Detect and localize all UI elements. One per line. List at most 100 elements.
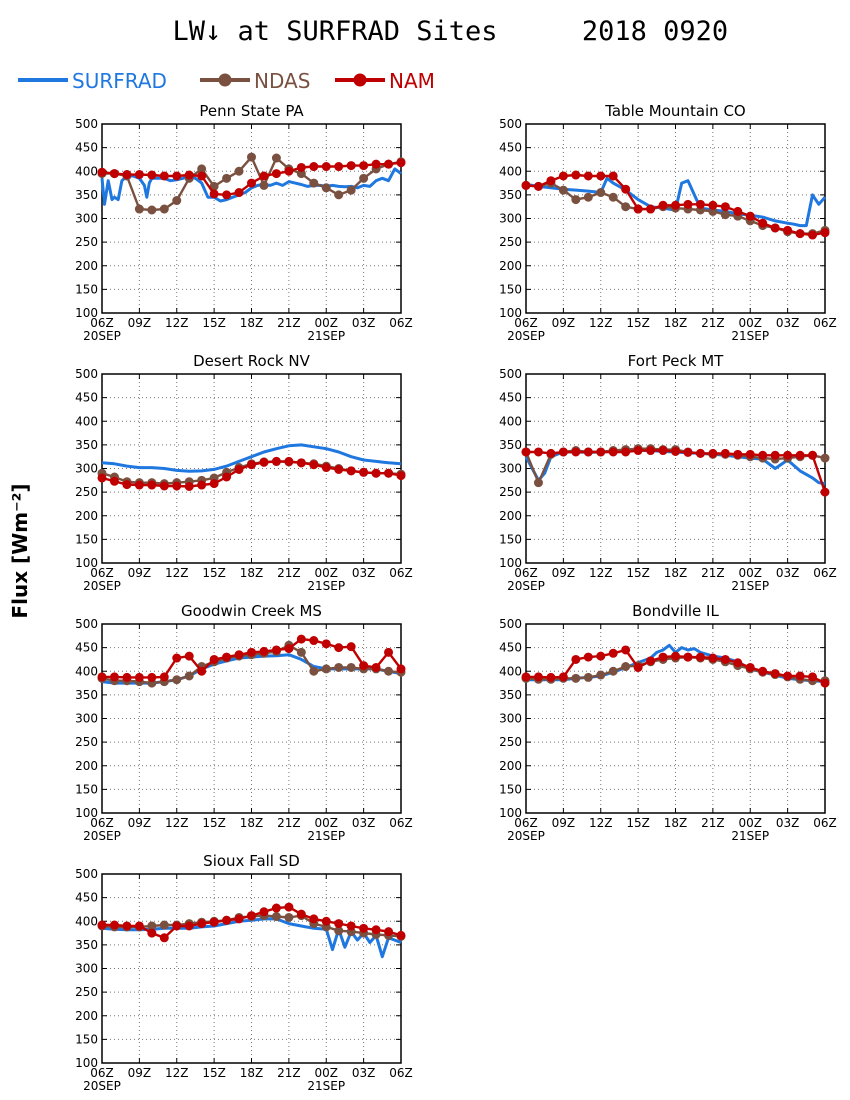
x-tick-label: 15Z [626, 316, 650, 330]
y-tick-label: 250 [75, 985, 98, 999]
x-tick-label: 00Z [739, 566, 763, 580]
x-date-label: 20SEP [507, 329, 545, 343]
x-tick-label: 03Z [352, 566, 376, 580]
y-tick-label: 500 [75, 117, 98, 131]
data-point [596, 188, 606, 198]
data-point [359, 161, 369, 171]
series-nam [521, 170, 830, 240]
x-tick-label: 06Z [389, 316, 413, 330]
data-point [309, 914, 319, 924]
data-point [558, 185, 568, 195]
data-point [271, 153, 281, 163]
y-tick-label: 150 [499, 782, 522, 796]
series-nam [521, 446, 830, 497]
data-point [334, 162, 344, 172]
series-surfrad [101, 917, 402, 959]
data-point [122, 170, 132, 180]
data-point [222, 915, 232, 925]
data-point [97, 672, 107, 682]
data-point [222, 173, 232, 183]
y-tick-label: 100 [75, 1056, 98, 1070]
data-point [172, 481, 182, 491]
data-point [359, 467, 369, 477]
data-point [820, 453, 830, 463]
x-tick-label: 06Z [813, 316, 837, 330]
legend: SURFRAD NDAS NAM [18, 69, 435, 93]
data-point [359, 923, 369, 933]
data-point [346, 466, 356, 476]
legend-item-ndas: NDAS [200, 69, 310, 93]
y-tick-label: 200 [75, 759, 98, 773]
y-tick-label: 450 [499, 391, 522, 405]
data-point [197, 171, 207, 181]
data-point [608, 171, 618, 181]
data-point [571, 195, 581, 205]
data-point [159, 920, 169, 930]
panel-title: Bondville IL [632, 602, 719, 620]
panel-title: Table Mountain CO [604, 102, 746, 120]
data-point [621, 645, 631, 655]
y-tick-label: 400 [499, 164, 522, 178]
y-tick-label: 450 [75, 391, 98, 405]
panel-title: Sioux Fall SD [203, 852, 300, 870]
data-point [820, 228, 830, 238]
y-tick-label: 450 [499, 641, 522, 655]
x-date-label: 20SEP [507, 579, 545, 593]
data-point [708, 448, 718, 458]
y-tick-label: 300 [75, 712, 98, 726]
y-tick-label: 350 [75, 688, 98, 702]
data-point [284, 902, 294, 912]
y-tick-label: 300 [75, 962, 98, 976]
data-point [770, 223, 780, 233]
data-point [122, 921, 132, 931]
data-point [284, 912, 294, 922]
x-date-label: 21SEP [307, 1079, 345, 1093]
data-point [334, 643, 344, 653]
y-tick-label: 350 [75, 938, 98, 952]
data-point [384, 927, 394, 937]
data-point [371, 159, 381, 169]
x-tick-label: 21Z [277, 316, 301, 330]
series-surfrad [101, 443, 402, 473]
x-date-label: 21SEP [731, 829, 769, 843]
data-point [521, 447, 531, 457]
data-point [321, 916, 331, 926]
y-tick-label: 450 [499, 141, 522, 155]
data-point [97, 920, 107, 930]
y-tick-label: 500 [75, 367, 98, 381]
data-point [608, 192, 618, 202]
data-point [346, 921, 356, 931]
data-point [783, 225, 793, 235]
data-point [147, 205, 157, 215]
series-nam [521, 645, 830, 688]
data-point [546, 448, 556, 458]
x-date-label: 21SEP [731, 329, 769, 343]
x-tick-label: 15Z [202, 1066, 226, 1080]
data-point [109, 476, 119, 486]
data-point [184, 921, 194, 931]
data-point [571, 447, 581, 457]
panel-desert-rock-nv: Desert Rock NV 100 150 200 250 300 350 400 450 50… [75, 352, 413, 593]
y-tick-label: 100 [499, 306, 522, 320]
series-nam [97, 634, 406, 682]
data-point [671, 446, 680, 456]
data-point [521, 672, 531, 682]
x-tick-label: 06Z [90, 566, 114, 580]
x-tick-label: 03Z [776, 316, 800, 330]
grid [102, 874, 401, 1063]
data-point [271, 169, 281, 179]
y-tick-label: 200 [75, 509, 98, 523]
x-tick-label: 06Z [813, 816, 837, 830]
data-point [583, 192, 593, 202]
x-tick-label: 09Z [128, 316, 152, 330]
data-point [184, 671, 194, 681]
data-point [234, 914, 244, 924]
data-point [646, 204, 656, 214]
x-tick-label: 21Z [701, 816, 725, 830]
legend-marker [218, 73, 232, 87]
data-point [234, 650, 244, 660]
data-point [159, 171, 169, 181]
x-tick-label: 18Z [240, 566, 264, 580]
data-point [683, 199, 693, 209]
